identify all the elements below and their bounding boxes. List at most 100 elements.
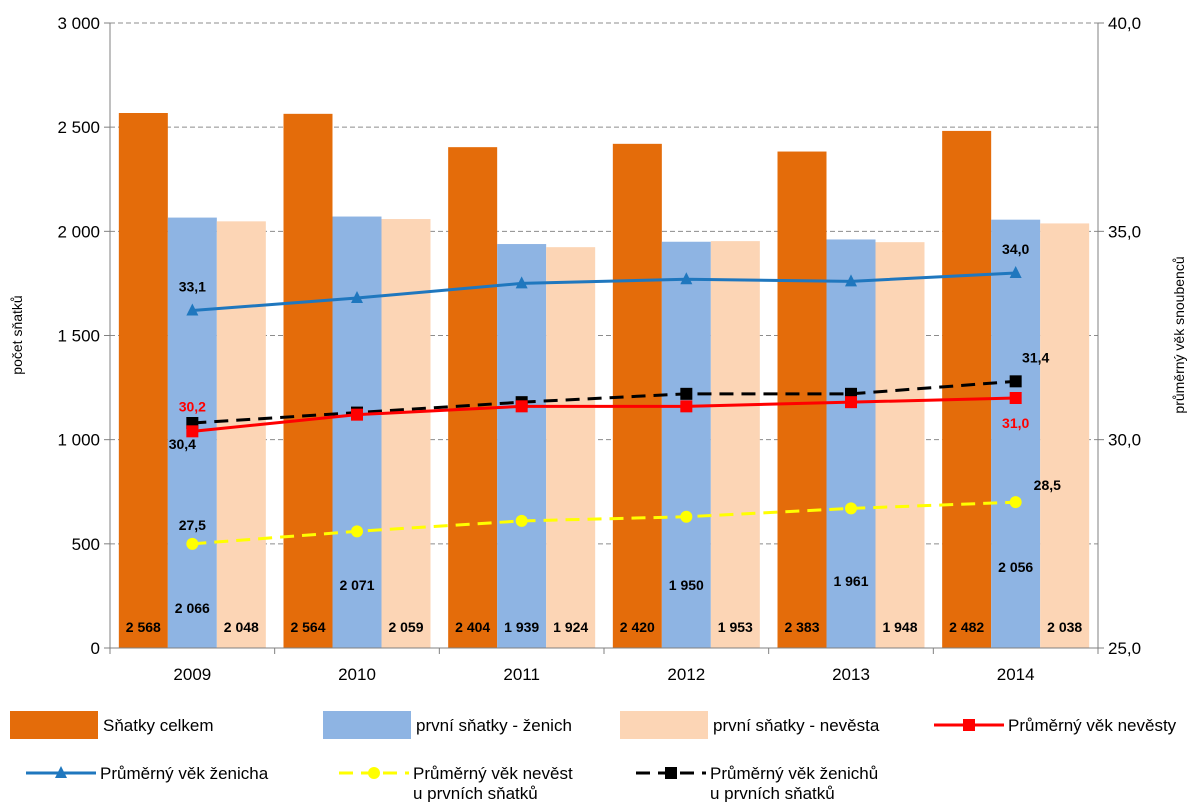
point-marker (680, 272, 693, 285)
line-point-label: 33,1 (179, 279, 206, 295)
x-tick-label: 2010 (338, 665, 376, 684)
x-tick-label: 2012 (667, 665, 705, 684)
y-left-tick-label: 1 500 (57, 327, 100, 346)
point-marker (845, 274, 857, 287)
line-series-2 (192, 500, 1016, 546)
bar-2-2013 (875, 242, 925, 648)
legend-label: Průměrný věk ženicha (100, 764, 269, 783)
bar-value-label: 1 924 (553, 619, 588, 635)
y-left-tick-label: 1 000 (57, 431, 100, 450)
point-marker (1009, 496, 1022, 509)
bar-value-label: 2 568 (126, 619, 161, 635)
bar-2-2010 (381, 219, 431, 648)
bar-value-label: 1 948 (882, 619, 917, 635)
point-marker (186, 537, 199, 550)
x-tick-label: 2013 (832, 665, 870, 684)
bar-value-label: 1 953 (718, 619, 753, 635)
point-marker (665, 767, 677, 779)
y-right-tick-label: 40,0 (1108, 14, 1141, 33)
legend-label: první sňatky - nevěsta (713, 716, 880, 735)
point-marker (1009, 266, 1022, 278)
bar-value-label: 2 071 (339, 577, 374, 593)
legend-label: Průměrný věk nevěst u prvních sňatků (413, 764, 573, 802)
point-marker (351, 291, 363, 303)
bar-value-label: 1 961 (833, 573, 868, 589)
line-series-0 (192, 396, 1016, 433)
labels-layer: 2 568 2 564 2 404 2 420 2 383 2 482 2 066 2 071… (126, 241, 1083, 635)
bar-value-label: 2 048 (224, 619, 259, 635)
y-left-tick-label: 3 000 (57, 14, 100, 33)
legend-swatch (620, 711, 708, 739)
bar-1-2011 (497, 244, 547, 648)
bar-value-label: 2 383 (784, 619, 819, 635)
line-point-label: 30,4 (169, 436, 196, 452)
bar-1-2012 (661, 241, 711, 648)
point-marker (351, 408, 363, 421)
bar-value-label: 2 038 (1047, 619, 1082, 635)
y-left-tick-label: 2 500 (57, 118, 100, 137)
legend-label: první sňatky - ženich (416, 716, 572, 735)
point-marker (963, 719, 975, 731)
bar-value-label: 2 066 (175, 600, 210, 616)
line-point-label: 30,2 (179, 398, 206, 414)
y-right-tick-label: 25,0 (1108, 639, 1141, 658)
bar-value-label: 1 939 (504, 619, 539, 635)
bar-0-2014 (942, 130, 992, 648)
y-left-tick-label: 0 (91, 639, 100, 658)
point-marker (515, 514, 528, 527)
point-marker (351, 525, 363, 538)
bars-layer (118, 113, 1090, 649)
bar-2-2011 (546, 247, 596, 648)
line-point-label: 34,0 (1002, 241, 1029, 257)
legend-label: Sňatky celkem (103, 716, 214, 735)
line-series-3 (192, 379, 1016, 425)
bar-2-2009 (216, 221, 266, 649)
point-marker (515, 276, 528, 289)
y-left-tick-label: 2 000 (57, 222, 100, 241)
point-marker (845, 502, 857, 515)
lines-layer (186, 266, 1022, 550)
point-marker (186, 303, 199, 316)
line-point-label: 28,5 (1034, 477, 1061, 493)
point-marker (55, 766, 67, 778)
point-marker (680, 510, 693, 523)
bar-value-label: 2 056 (998, 559, 1033, 575)
bar-value-label: 2 420 (620, 619, 655, 635)
bar-0-2013 (777, 151, 827, 648)
legend-swatch (323, 711, 411, 739)
bar-value-label: 2 482 (949, 619, 984, 635)
bar-0-2010 (283, 113, 333, 649)
bar-0-2011 (448, 147, 498, 648)
axes-layer: 0 500 1 000 1 500 2 000 2 500 3 000 25,0 30,0 35,… (57, 14, 1141, 684)
bar-1-2010 (332, 216, 382, 648)
bar-2-2012 (710, 241, 760, 648)
grid-lines (110, 22, 1098, 545)
bar-1-2014 (991, 219, 1041, 648)
y-right-tick-label: 35,0 (1108, 222, 1141, 241)
legend-label: Průměrný věk nevěsty (1008, 716, 1177, 735)
x-tick-label: 2014 (997, 665, 1035, 684)
point-marker (680, 400, 693, 413)
point-marker (186, 425, 199, 438)
line-point-label: 27,5 (179, 517, 206, 533)
point-marker (1009, 392, 1022, 404)
point-marker (680, 387, 693, 400)
line-point-label: 31,0 (1002, 415, 1029, 431)
legend-swatch (10, 711, 98, 739)
line-point-label: 31,4 (1022, 349, 1049, 365)
bar-2-2014 (1040, 223, 1090, 648)
point-marker (515, 400, 528, 413)
y-axis-right-title: průměrný věk snoubenců (1171, 256, 1187, 413)
point-marker (368, 767, 380, 779)
x-tick-label: 2011 (503, 665, 540, 684)
bar-0-2009 (118, 113, 168, 648)
bar-value-label: 1 950 (669, 577, 704, 593)
x-tick-label: 2009 (173, 665, 211, 684)
y-right-tick-label: 30,0 (1108, 431, 1141, 450)
y-axis-left-title: počet sňatků (9, 295, 25, 374)
line-series-1 (192, 271, 1016, 312)
legend-label: Průměrný věk ženichů u prvních sňatků (710, 764, 878, 802)
bar-value-label: 2 059 (388, 619, 423, 635)
point-marker (845, 396, 857, 409)
